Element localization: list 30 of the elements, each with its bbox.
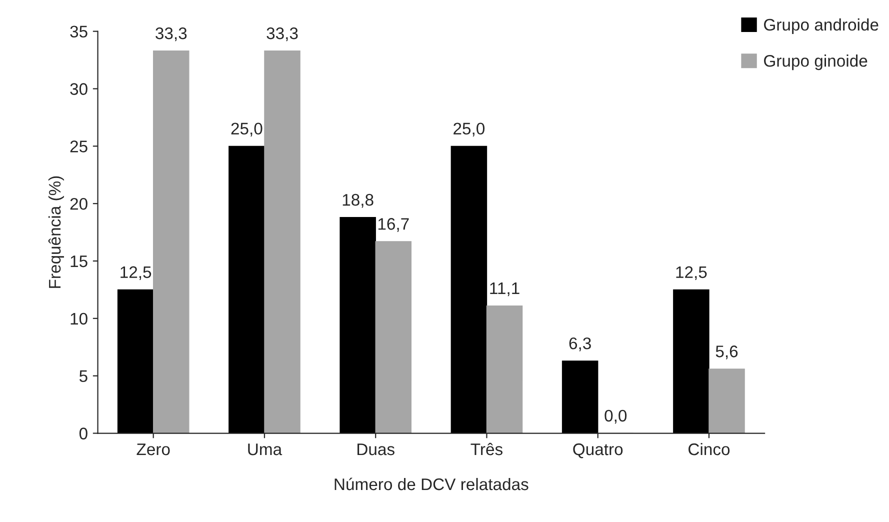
data-label: 33,3 — [156, 27, 187, 42]
x-tick-label: Cinco — [688, 442, 730, 456]
y-tick-label: 20 — [70, 198, 88, 210]
data-label: 5,6 — [716, 346, 738, 360]
x-tick-label: Quatro — [573, 443, 623, 458]
data-label: 12,5 — [676, 266, 707, 280]
y-tick-label: 5 — [79, 370, 88, 382]
x-tick-label: Três — [470, 442, 502, 456]
data-label: 12,5 — [120, 266, 152, 280]
y-tick-label: 15 — [70, 256, 88, 268]
y-axis-title: Frequência (%) — [48, 176, 64, 288]
data-label: 0,0 — [604, 410, 627, 424]
y-tick-label: 25 — [70, 140, 88, 152]
data-label: 16,7 — [378, 218, 409, 232]
data-label: 11,1 — [490, 282, 520, 296]
x-tick-label: Uma — [248, 444, 282, 456]
data-label: 18,8 — [342, 194, 374, 208]
data-label: 25,0 — [231, 122, 262, 136]
y-tick-label: 0 — [79, 428, 88, 440]
legend-label: Grupo androide — [764, 18, 878, 34]
x-tick-label: Duas — [358, 444, 394, 456]
data-label: 6,3 — [569, 337, 591, 352]
data-label: 25,0 — [454, 122, 485, 136]
legend-label: Grupo ginoide — [764, 54, 868, 70]
x-axis-title: Número de DCV relatadas — [334, 478, 528, 490]
data-label: 33,3 — [266, 27, 298, 42]
y-tick-label: 35 — [70, 26, 88, 38]
y-tick-label: 30 — [70, 83, 88, 95]
y-tick-label: 10 — [70, 312, 88, 325]
x-tick-label: Zero — [136, 444, 170, 456]
